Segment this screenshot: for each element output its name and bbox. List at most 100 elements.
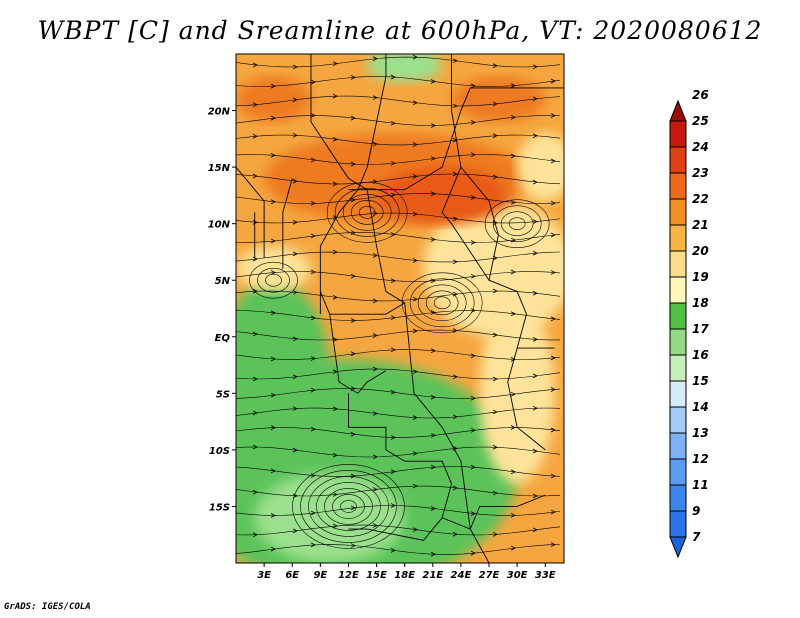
streamline-arrow [332,249,338,255]
streamline-arrow [270,238,276,244]
streamline-arrow [372,253,378,258]
streamline-arrow [252,256,258,262]
streamline-arrow [292,178,298,184]
colorbar-label: 9 [692,504,700,518]
streamline-arrow [390,347,396,353]
streamline-arrow [372,211,378,216]
colorbar-label: 24 [692,140,709,154]
lat-tick-label: 15N [208,163,231,174]
streamline-arrow [350,431,356,437]
streamline-arrow [390,469,396,475]
streamline [236,76,561,87]
streamline-arrow [492,63,498,69]
streamline-arrow [292,336,298,342]
border-line [319,291,405,315]
lat-tick-label: 5S [216,389,230,400]
streamline-arrow [452,291,458,297]
streamline-arrow [390,315,396,321]
streamline-arrow [350,543,356,548]
streamline-arrow [350,351,356,357]
streamline-arrow [412,296,418,302]
streamline-arrow [550,200,556,206]
vortex-streamline [316,482,381,531]
streamline-arrow [292,132,298,138]
streamline-arrow [532,337,538,342]
streamline-arrow [292,406,298,411]
streamline [236,310,561,321]
streamline-arrow [252,532,258,538]
streamline-arrow [332,523,338,529]
streamline-arrow [412,369,418,375]
vortex-streamline [265,273,282,287]
streamline-arrow [252,331,258,337]
streamline-arrow [510,356,516,362]
streamline-arrow [470,550,476,556]
streamline-arrow [430,191,436,197]
lon-tick-label: 24E [451,570,472,581]
streamline-arrow [332,295,338,300]
lon-tick-label: 12E [338,570,359,581]
streamline-arrow [430,506,436,511]
streamline-arrow [532,405,538,411]
streamline-arrow [492,288,498,294]
streamline-arrow [252,288,258,294]
lon-tick-label: 18E [394,570,415,581]
streamline-arrow [270,468,276,474]
streamline-arrow [310,201,316,206]
streamline-arrow [452,216,458,222]
streamline-arrow [390,160,396,166]
streamline-arrow [390,74,396,80]
streamline-arrow [470,152,476,158]
vortex-streamline [326,182,408,243]
streamline-arrow [470,511,476,516]
colorbar-segment [669,302,687,330]
vortex-streamline [484,199,550,248]
streamline-arrow [350,115,356,121]
map-panel [236,54,564,563]
lon-tick-label: 21E [422,570,443,581]
streamline-arrow [532,96,538,102]
streamline-arrow [550,270,556,275]
streamline-arrow [372,333,378,338]
colorbar-label: 15 [692,374,709,388]
streamline-arrow [412,211,418,217]
streamline-arrow [430,156,436,161]
streamline-arrow [532,493,538,499]
colorbar-label: 20 [692,244,709,258]
streamline [236,251,561,263]
wbpt-region-red_orange [376,167,508,224]
streamline-arrow [510,545,516,551]
streamline-arrow [430,278,436,284]
lat-tick-label: 20N [208,107,231,118]
border-line [236,166,265,258]
vortex-streamline [292,464,405,549]
streamline-arrow [412,173,418,179]
colorbar-segment [669,380,687,408]
streamline-arrow [252,62,258,68]
vortex-streamline [350,200,384,225]
streamline-arrow [550,316,556,322]
streamline-arrow [350,161,356,167]
streamline-arrow [412,450,418,456]
streamline-arrow [310,113,316,118]
streamline-arrow [270,153,276,158]
lon-tick-label: 27E [479,570,500,581]
streamline-arrow [412,527,418,533]
streamline-arrow [390,389,396,395]
streamline-arrow [510,391,516,397]
wbpt-region-yellow [479,302,555,484]
border-line [460,166,499,281]
streamline-arrow [332,61,338,67]
streamline-arrow [350,505,356,511]
streamline-arrow [452,414,458,420]
colorbar-segment [669,406,687,434]
streamline-arrow [252,489,258,495]
vortex-streamline [417,284,467,322]
streamline-arrow [430,551,436,557]
colorbar-segment [669,276,687,304]
streamline-arrow [550,113,556,118]
streamline-arrow [430,394,436,400]
streamline-arrow [550,232,556,238]
streamline-arrow [510,269,516,275]
